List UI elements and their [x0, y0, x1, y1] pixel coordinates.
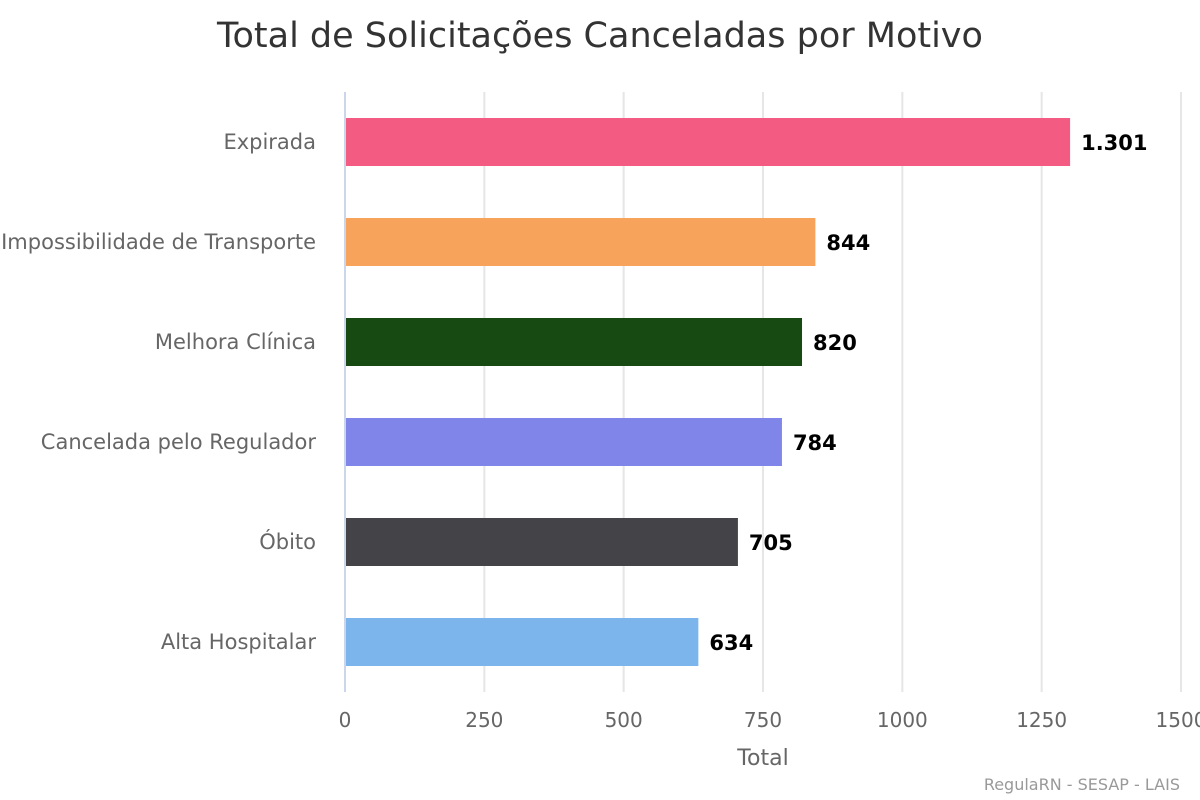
bar-0[interactable] [346, 118, 1071, 166]
category-label-1: Impossibilidade de Transporte [1, 230, 316, 254]
value-labels: 1.301 844 820 784 705 634 [709, 131, 1147, 655]
bar-5[interactable] [346, 618, 699, 666]
bar-4[interactable] [346, 518, 738, 566]
x-tick-label-3: 750 [744, 708, 782, 732]
x-tick-label-1: 250 [465, 708, 503, 732]
category-label-5: Alta Hospitalar [161, 630, 317, 654]
x-tick-label-2: 500 [605, 708, 643, 732]
value-label-3: 784 [793, 431, 837, 455]
x-tick-label-0: 0 [339, 708, 352, 732]
x-tick-label-6: 1500 [1156, 708, 1200, 732]
x-tick-label-5: 1250 [1016, 708, 1067, 732]
value-label-1: 844 [826, 231, 870, 255]
bars [346, 118, 1071, 666]
category-label-4: Óbito [259, 529, 316, 554]
bar-1[interactable] [346, 218, 816, 266]
x-tick-label-4: 1000 [877, 708, 928, 732]
category-label-3: Cancelada pelo Regulador [41, 430, 317, 454]
tick-labels: 0 250 500 750 1000 1250 1500 [339, 708, 1200, 732]
category-labels: Expirada Impossibilidade de Transporte Mel… [1, 130, 316, 654]
x-axis-title: Total [736, 746, 788, 771]
category-label-0: Expirada [223, 130, 316, 154]
bar-2[interactable] [346, 318, 803, 366]
category-label-2: Melhora Clínica [155, 330, 316, 354]
bar-3[interactable] [346, 418, 782, 466]
grid [344, 92, 1182, 692]
value-label-4: 705 [749, 531, 793, 555]
credits-text[interactable]: RegulaRN - SESAP - LAIS [984, 775, 1180, 794]
value-label-2: 820 [813, 331, 857, 355]
chart-title: Total de Solicitações Canceladas por Mot… [216, 16, 983, 56]
value-label-5: 634 [709, 631, 753, 655]
value-label-0: 1.301 [1081, 131, 1147, 155]
